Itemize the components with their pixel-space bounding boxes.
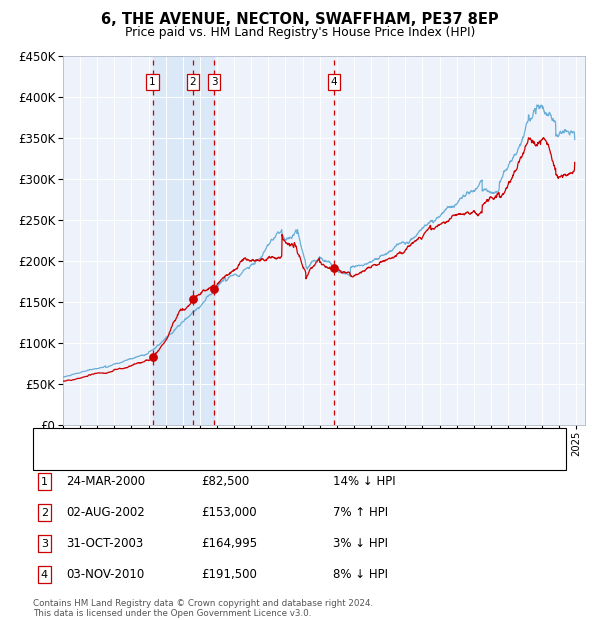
Text: 14% ↓ HPI: 14% ↓ HPI [333, 476, 395, 488]
Text: 03-NOV-2010: 03-NOV-2010 [66, 569, 144, 581]
Text: 1: 1 [149, 77, 156, 87]
Text: 1: 1 [41, 477, 48, 487]
Point [188, 294, 198, 304]
Text: 8% ↓ HPI: 8% ↓ HPI [333, 569, 388, 581]
Text: 2: 2 [190, 77, 196, 87]
Text: 7% ↑ HPI: 7% ↑ HPI [333, 507, 388, 519]
Text: 3: 3 [41, 539, 48, 549]
Text: £191,500: £191,500 [201, 569, 257, 581]
Text: 2: 2 [41, 508, 48, 518]
Text: 6, THE AVENUE, NECTON, SWAFFHAM, PE37 8EP (detached house): 6, THE AVENUE, NECTON, SWAFFHAM, PE37 8E… [77, 435, 440, 445]
Text: 24-MAR-2000: 24-MAR-2000 [66, 476, 145, 488]
Point [329, 263, 339, 273]
Text: 4: 4 [331, 77, 337, 87]
Point [209, 285, 219, 294]
Text: HPI: Average price, detached house, Breckland: HPI: Average price, detached house, Brec… [77, 453, 334, 463]
Text: 31-OCT-2003: 31-OCT-2003 [66, 538, 143, 550]
Point [148, 352, 157, 362]
Text: Contains HM Land Registry data © Crown copyright and database right 2024.
This d: Contains HM Land Registry data © Crown c… [33, 599, 373, 618]
Text: 4: 4 [41, 570, 48, 580]
Text: 3: 3 [211, 77, 217, 87]
Bar [152, 56, 214, 425]
Text: £82,500: £82,500 [201, 476, 249, 488]
Text: 3% ↓ HPI: 3% ↓ HPI [333, 538, 388, 550]
Text: £164,995: £164,995 [201, 538, 257, 550]
Text: 6, THE AVENUE, NECTON, SWAFFHAM, PE37 8EP: 6, THE AVENUE, NECTON, SWAFFHAM, PE37 8E… [101, 12, 499, 27]
Text: 02-AUG-2002: 02-AUG-2002 [66, 507, 145, 519]
Text: Price paid vs. HM Land Registry's House Price Index (HPI): Price paid vs. HM Land Registry's House … [125, 26, 475, 39]
Text: £153,000: £153,000 [201, 507, 257, 519]
